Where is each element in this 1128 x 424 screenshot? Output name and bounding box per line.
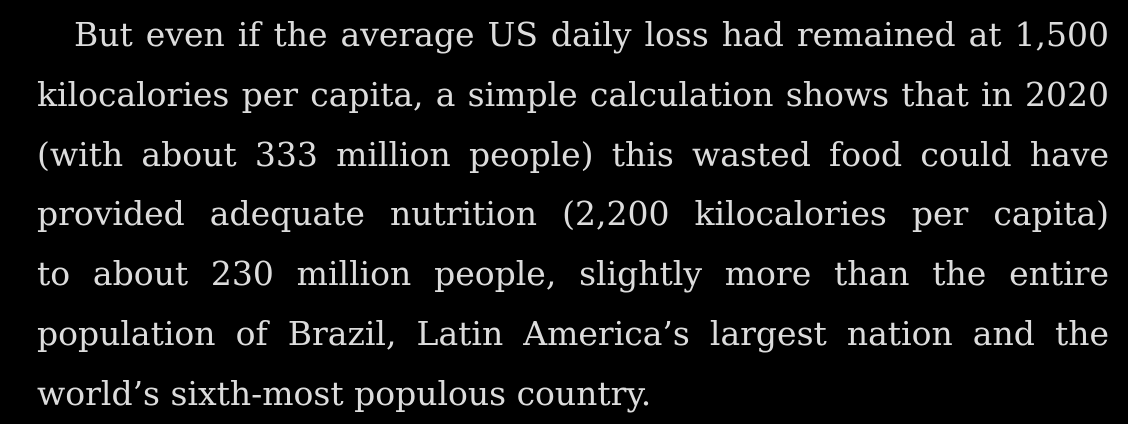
body-paragraph: But even if the average US daily loss ha…	[37, 0, 1109, 424]
paragraph-line: kilocalories per capita, a simple calcul…	[37, 74, 1109, 114]
paragraph-line: population of Brazil, Latin America’s la…	[37, 313, 1109, 353]
paragraph-line: world’s sixth-most populous country.	[37, 373, 652, 413]
reader-page: But even if the average US daily loss ha…	[37, 0, 1109, 420]
paragraph-line: (with about 333 million people) this was…	[37, 134, 1109, 174]
paragraph-line: provided adequate nutrition (2,200 kiloc…	[37, 194, 1109, 234]
paragraph-line: to about 230 million people, slightly mo…	[37, 254, 1109, 294]
paragraph-line: But even if the average US daily loss ha…	[74, 15, 1109, 54]
